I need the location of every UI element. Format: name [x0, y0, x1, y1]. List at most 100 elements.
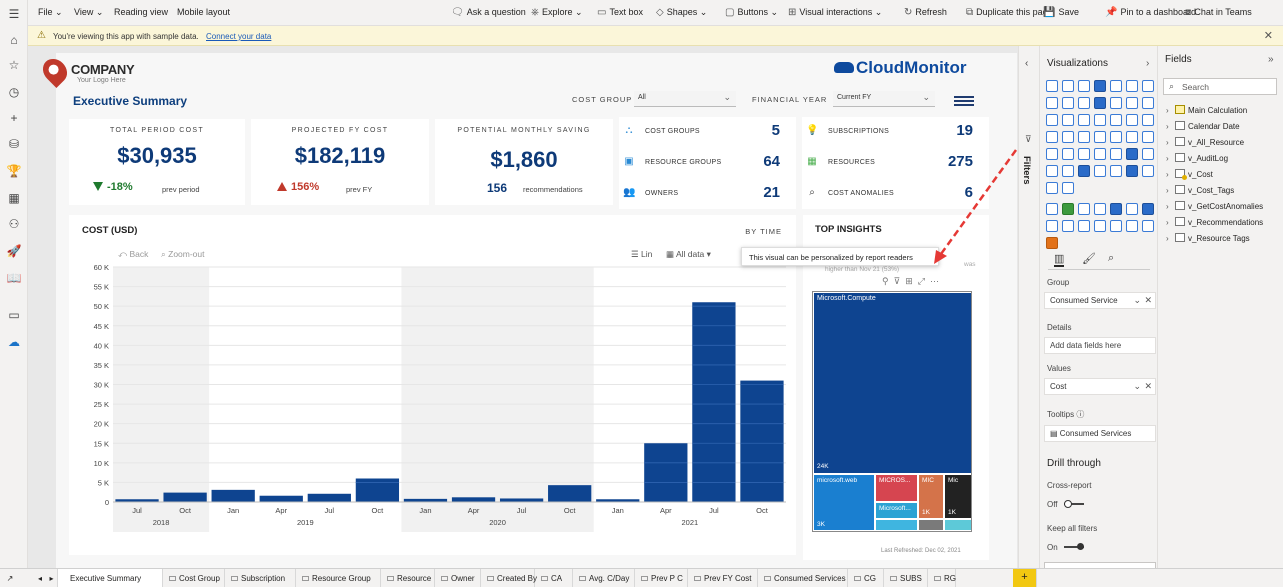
visual-type-icon[interactable] — [1126, 148, 1138, 160]
menu-item[interactable]: Mobile layout — [177, 7, 230, 17]
connect-data-link[interactable]: Connect your data — [206, 32, 272, 41]
home-icon[interactable]: ⌂ — [10, 33, 18, 47]
details-well[interactable]: Add data fields here — [1044, 337, 1156, 354]
field-table[interactable]: › v_AuditLog — [1166, 153, 1228, 163]
cost-bar[interactable] — [451, 497, 496, 502]
filters-pane[interactable]: ‹ ⊽ Filters — [1018, 46, 1040, 568]
remove-icon[interactable]: ✕ — [1144, 381, 1152, 391]
visual-type-icon[interactable] — [1046, 131, 1058, 143]
toolbar-button[interactable]: ▭ Text box — [597, 7, 643, 18]
tooltips-well[interactable]: ▤ Consumed Services — [1044, 425, 1156, 442]
visual-type-icon[interactable] — [1094, 148, 1106, 160]
visual-type-icon[interactable] — [1078, 80, 1090, 92]
visual-type-icon[interactable] — [1142, 131, 1154, 143]
visual-type-icon[interactable] — [1062, 80, 1074, 92]
page-tab[interactable]: Resource — [381, 569, 435, 587]
visual-type-icon[interactable] — [1142, 203, 1154, 215]
page-tab[interactable]: Prev P C — [635, 569, 688, 587]
deployment-icon[interactable]: 🚀 — [6, 244, 22, 258]
pin-visual-icon[interactable]: ⚲ — [882, 276, 889, 286]
visual-type-icon[interactable] — [1094, 203, 1106, 215]
chevron-right-icon[interactable]: › — [1166, 218, 1169, 227]
toolbar-button[interactable]: ⧇ Chat in Teams — [1185, 7, 1252, 18]
favorites-icon[interactable]: ☆ — [8, 58, 20, 72]
focus-mode-icon[interactable]: ⤢ — [917, 276, 925, 286]
page-tab[interactable]: CG — [848, 569, 884, 587]
treemap-cell-compute[interactable]: Microsoft.Compute 24K — [814, 293, 971, 473]
toggle-switch[interactable] — [1063, 543, 1084, 550]
service-treemap[interactable]: Microsoft.Compute 24K microsoft.web 3K M… — [812, 291, 972, 532]
chevron-right-icon[interactable]: › — [1166, 154, 1169, 163]
cost-bar[interactable] — [596, 499, 640, 502]
toolbar-button[interactable]: ↻ Refresh — [904, 7, 947, 18]
visual-type-icon[interactable] — [1126, 220, 1138, 232]
keep-filters-toggle[interactable]: On — [1047, 543, 1084, 552]
learn-icon[interactable]: 📖 — [6, 271, 22, 285]
visual-type-icon[interactable] — [1046, 80, 1058, 92]
cost-bar[interactable] — [115, 499, 159, 502]
visual-type-icon[interactable] — [1062, 148, 1074, 160]
visual-type-icon[interactable] — [1142, 97, 1154, 109]
field-table[interactable]: › Calendar Date — [1166, 121, 1240, 131]
page-tab[interactable]: Consumed Services — [758, 569, 848, 587]
create-icon[interactable]: + — [10, 111, 18, 125]
field-table[interactable]: › v_Resource Tags — [1166, 233, 1250, 243]
visual-type-icon[interactable] — [1046, 97, 1058, 109]
treemap-cell-web[interactable]: microsoft.web 3K — [814, 475, 874, 530]
collapse-icon[interactable]: » — [1268, 54, 1274, 65]
chevron-down-icon[interactable]: ⌄ — [1133, 381, 1141, 391]
fields-search-input[interactable]: ⌕ Search — [1163, 78, 1277, 95]
cost-bar[interactable] — [211, 489, 255, 502]
visual-type-icon[interactable] — [1110, 148, 1122, 160]
visual-type-icon[interactable] — [1110, 165, 1122, 177]
visual-type-icon[interactable] — [1094, 220, 1106, 232]
visual-type-icon[interactable] — [1078, 148, 1090, 160]
treemap-cell-storage[interactable]: Microsoft... — [876, 503, 917, 518]
hamburger-icon[interactable]: ☰ — [8, 7, 20, 21]
menu-item[interactable]: View ⌄ — [74, 7, 103, 18]
chevron-right-icon[interactable]: › — [1166, 106, 1169, 115]
visual-type-icon[interactable] — [1126, 203, 1138, 215]
zoom-out-button[interactable]: ⌕ Zoom-out — [161, 249, 205, 259]
page-tab[interactable]: SUBS — [884, 569, 928, 587]
cost-bar[interactable] — [548, 485, 592, 502]
toolbar-button[interactable]: ⎈ Explore ⌄ — [531, 7, 583, 18]
chevron-right-icon[interactable]: › — [1146, 58, 1150, 69]
visual-type-icon[interactable] — [1126, 97, 1138, 109]
field-table[interactable]: › v_Cost — [1166, 169, 1213, 180]
visual-type-icon[interactable] — [1046, 165, 1058, 177]
cost-bar[interactable] — [355, 478, 400, 503]
group-well[interactable]: Consumed Service ⌄ ✕ — [1044, 292, 1156, 309]
all-data-button[interactable]: ▦ All data ▾ — [666, 249, 711, 259]
visual-type-icon[interactable] — [1078, 203, 1090, 215]
visual-type-icon[interactable] — [1126, 131, 1138, 143]
shared-icon[interactable]: ⚇ — [8, 217, 20, 231]
visual-type-icon[interactable] — [1142, 80, 1154, 92]
page-tab[interactable]: Prev FY Cost — [688, 569, 758, 587]
report-menu-icon[interactable] — [954, 96, 974, 108]
visual-type-icon[interactable] — [1062, 114, 1074, 126]
cost-bar[interactable] — [163, 492, 207, 502]
chevron-down-icon[interactable]: ⌄ — [1133, 295, 1141, 305]
goals-icon[interactable]: 🏆 — [6, 164, 22, 178]
expand-icon[interactable]: ↗ — [6, 574, 14, 583]
next-page-icon[interactable]: ▸ — [46, 569, 58, 587]
field-table[interactable]: › Main Calculation — [1166, 105, 1247, 115]
field-table[interactable]: › v_Cost_Tags — [1166, 185, 1234, 195]
filters-title[interactable]: Filters — [1021, 156, 1032, 185]
visual-type-icon[interactable] — [1142, 165, 1154, 177]
cost-bar-chart[interactable]: 0 5 K 10 K 15 K 20 K 25 K 30 K 35 K 40 K 45 K 50 K… — [69, 215, 796, 555]
scale-button[interactable]: ☰ Lin — [631, 249, 653, 259]
cost-bar[interactable] — [403, 498, 448, 502]
chevron-right-icon[interactable]: › — [1166, 138, 1169, 147]
add-page-button[interactable]: + — [1013, 569, 1037, 587]
back-button[interactable]: ⤺ Back — [118, 249, 149, 259]
fy-select[interactable]: Current FY ⌄ — [833, 91, 935, 107]
chevron-right-icon[interactable]: › — [1166, 186, 1169, 195]
treemap-cell-other[interactable]: Mic 1K — [945, 475, 971, 518]
cost-bar[interactable] — [259, 495, 303, 502]
visual-type-icon[interactable] — [1062, 165, 1074, 177]
page-tab[interactable]: Avg. C/Day — [573, 569, 635, 587]
cost-bar[interactable] — [307, 493, 351, 502]
remove-icon[interactable]: ✕ — [1144, 295, 1152, 305]
